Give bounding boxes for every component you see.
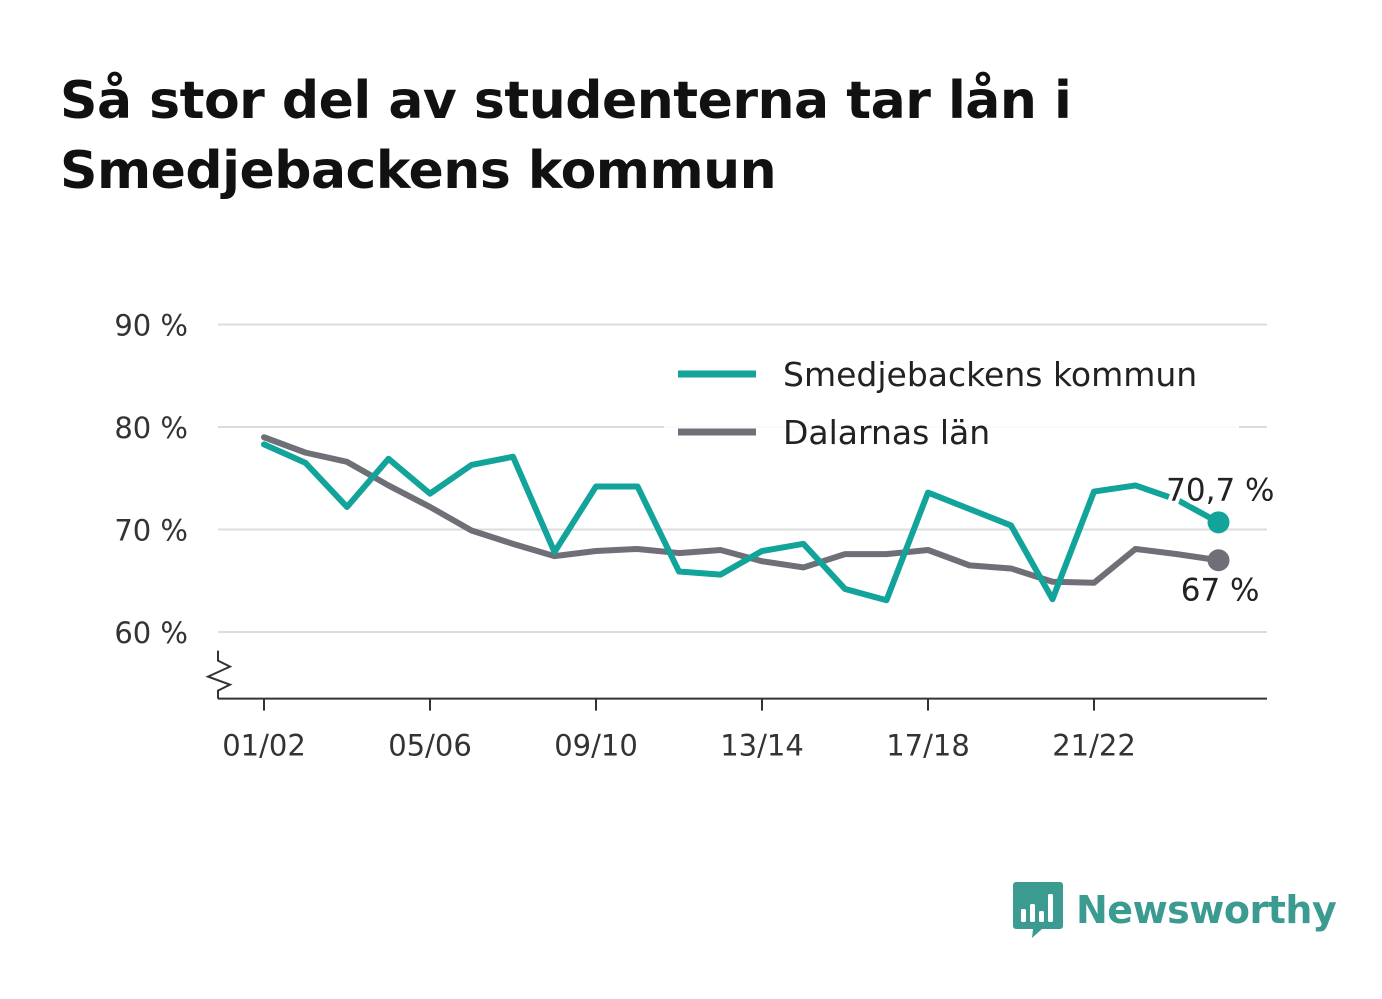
series-lines (261, 434, 1230, 604)
x-tick-label: 05/06 (388, 729, 472, 763)
bar-chart-speech-bubble-icon (1013, 882, 1063, 938)
end-point (1207, 549, 1230, 572)
x-tick-label: 17/18 (886, 729, 970, 763)
brand-name: Newsworthy (1076, 888, 1337, 932)
x-axis-tick-labels: 01/02 05/06 09/10 13/14 17/18 21/22 (222, 698, 1136, 763)
chart-title: Så stor del av studenterna tar lån i Sme… (60, 71, 1072, 201)
y-tick-label: 90 % (114, 309, 188, 343)
end-label-smedjebacken: 70,7 % (1166, 472, 1274, 508)
end-labels: 70,7 % 67 % (1162, 468, 1278, 612)
end-point (1207, 511, 1230, 534)
legend-background (664, 404, 1239, 460)
y-tick-label: 60 % (114, 616, 188, 650)
x-tick-label: 09/10 (554, 729, 638, 763)
y-axis-tick-labels: 60 % 70 % 80 % 90 % (114, 309, 188, 651)
legend-background (664, 346, 1239, 402)
legend-label: Dalarnas län (783, 413, 990, 452)
x-axis (205, 650, 1267, 700)
end-label-dalarna: 67 % (1181, 572, 1260, 608)
series-line (261, 441, 1222, 604)
y-tick-label: 70 % (114, 514, 188, 548)
y-tick-label: 80 % (114, 411, 188, 445)
x-tick-label: 01/02 (222, 729, 306, 763)
x-tick-label: 21/22 (1052, 729, 1136, 763)
newsworthy-logo: Newsworthy (1012, 880, 1337, 940)
legend: Smedjebackens kommun Dalarnas län (664, 346, 1239, 460)
axis-break-symbol (205, 650, 233, 699)
x-tick-label: 13/14 (720, 729, 804, 763)
legend-label: Smedjebackens kommun (783, 355, 1197, 394)
